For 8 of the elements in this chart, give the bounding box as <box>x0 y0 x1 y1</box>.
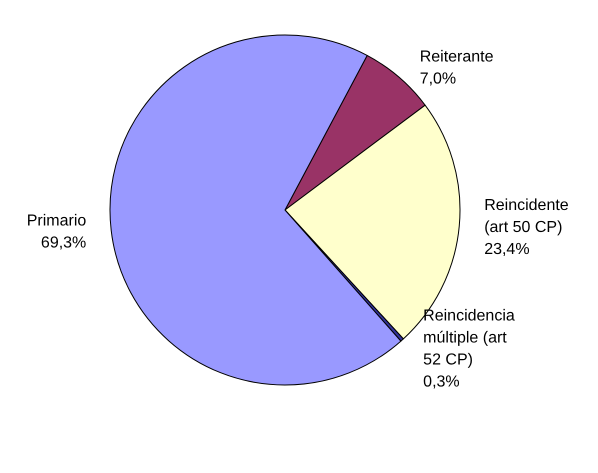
data-label: 0,3% <box>423 373 460 390</box>
slice-label: Primario <box>26 212 86 230</box>
data-label: 7,0% <box>420 70 456 88</box>
slice-label: Reiterante <box>420 48 494 66</box>
slice-label: Reincidencia múltiple (art 52 CP) <box>423 307 520 368</box>
data-label: 23,4% <box>484 240 530 258</box>
slice-label: Reincidente (art 50 CP) <box>484 196 574 236</box>
data-label: 69,3% <box>40 234 86 252</box>
